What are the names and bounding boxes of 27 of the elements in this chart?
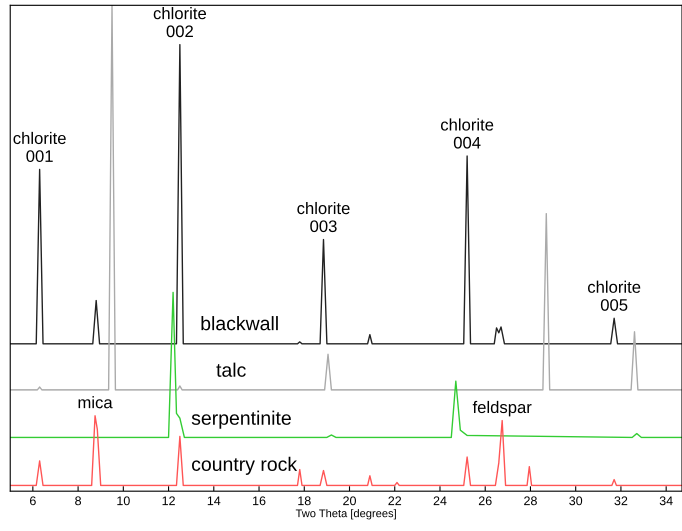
x-tick-label: 10 [117,496,130,506]
annotation: chlorite 002 [154,7,206,38]
series-label: country rock [192,456,298,475]
annotation: chlorite 005 [588,280,640,311]
x-tick-label: 34 [660,496,673,506]
annotation: chlorite 001 [13,132,66,162]
annotation: chlorite 003 [297,202,350,232]
x-tick-label: 26 [478,496,492,506]
series-label: blackwall [201,316,278,330]
annotation: feldspar [472,400,532,416]
x-tick-label: 6 [30,496,36,506]
annotation: chlorite 004 [440,118,494,149]
annotation: mica [78,396,113,408]
x-tick-label: 30 [569,496,582,506]
x-tick-label: 20 [343,496,356,506]
x-tick-label: 32 [614,496,628,506]
x-tick-label: 14 [208,496,220,506]
x-tick-label: 24 [434,496,447,506]
x-tick-label: 8 [75,496,82,506]
x-tick-label: 16 [253,496,266,506]
x-tick-label: 18 [298,496,311,506]
series-label: talc [216,362,246,377]
series-label: serpentinite [192,410,291,429]
x-tick-label: 12 [162,496,175,506]
x-tick-label: 22 [388,496,402,506]
x-tick-label: 28 [524,496,537,506]
x-axis-title: Two Theta [degrees] [296,509,396,520]
